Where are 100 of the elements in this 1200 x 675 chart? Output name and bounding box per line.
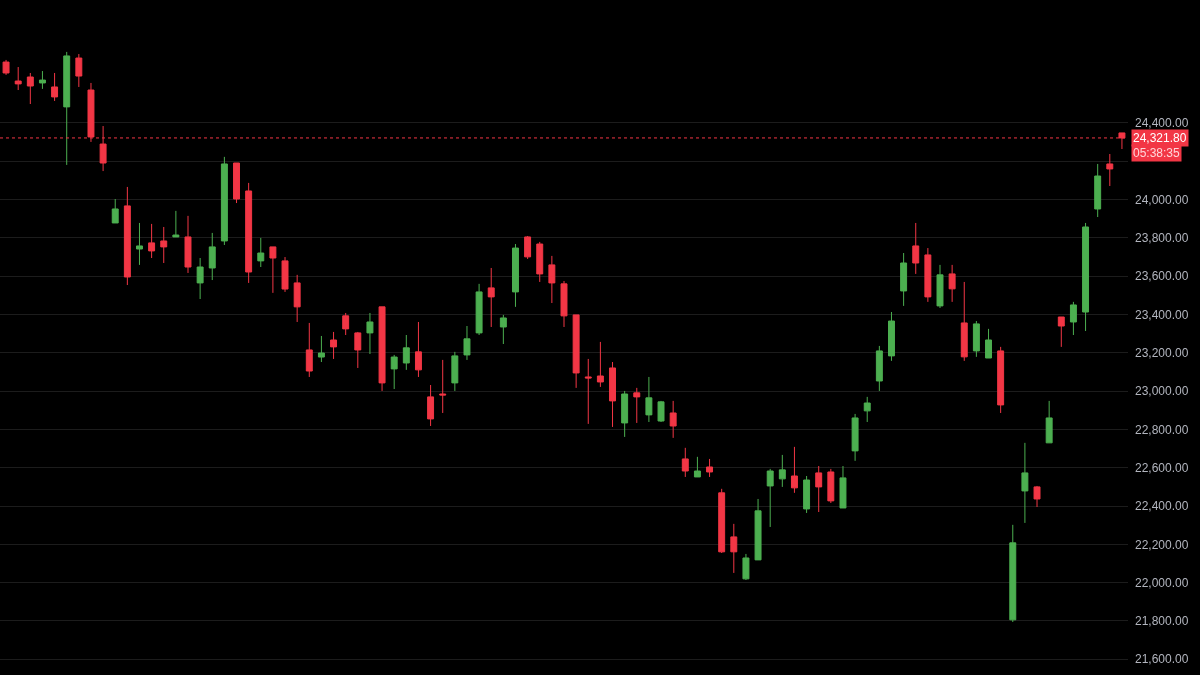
candlestick [427,384,435,427]
candlestick [63,51,71,166]
candlestick [524,235,532,260]
candlestick [972,320,980,358]
candlestick [439,359,447,414]
y-tick-label: 24,400.00 [1135,116,1189,131]
candlestick [572,314,580,389]
candlestick [718,488,726,554]
candlestick [997,346,1005,414]
candlestick [584,358,592,425]
y-tick-label: 22,200.00 [1135,537,1189,552]
candlestick [451,351,459,392]
candlestick [499,314,507,345]
candlestick [888,311,895,362]
candlestick [136,222,143,266]
candlestick [160,226,168,264]
y-tick-label: 21,600.00 [1135,652,1189,667]
candlestick [863,396,871,423]
candlestick [560,280,568,328]
candlestick [354,331,362,369]
candlestick [645,376,653,423]
candlestick [548,255,556,304]
candlestick [378,306,386,392]
candlestick [621,390,629,438]
candlestick [936,264,944,309]
candlestick [512,243,519,308]
candlestick [305,322,313,378]
candlestick [985,328,992,359]
candlestick [342,312,350,336]
candlestick [730,523,738,574]
y-tick-label: 21,800.00 [1135,614,1189,629]
candlestick [609,361,616,428]
candlestick [390,354,398,390]
candlestick [839,465,847,509]
candlestick [414,321,422,378]
candlestick [669,400,677,439]
y-tick-label: 22,800.00 [1135,422,1189,437]
candlestick [1033,485,1041,508]
candlestick [778,454,786,488]
candlestick [402,334,410,371]
candlestick [924,247,932,303]
candlestick [948,264,956,303]
y-tick-label: 24,000.00 [1135,192,1189,207]
y-tick-label: 23,400.00 [1135,307,1189,322]
candlestick [1009,524,1017,623]
candlestick [827,468,835,504]
candlestick [475,283,483,336]
candlestick [742,553,750,581]
candlestick [754,498,762,561]
y-tick-label: 23,600.00 [1135,269,1189,284]
candlestick [75,53,83,88]
candlestick [317,335,325,363]
candlestick [220,156,228,246]
candlestick [293,274,301,323]
candlestick [2,59,10,76]
y-tick-label: 22,600.00 [1135,460,1189,475]
candlestick [487,267,495,328]
y-tick-label: 23,800.00 [1135,231,1189,246]
candlestick [281,256,289,293]
candlestick [766,468,774,528]
candlestick [900,252,908,307]
candlestick [790,446,798,494]
candlestick [148,223,156,259]
candlestick [912,222,920,275]
candlestick [1106,153,1114,187]
candlestick [14,66,22,91]
candlestick [257,237,265,268]
candlestick [706,458,714,478]
candlestick [26,72,34,105]
candlestick [693,456,701,478]
candlestick [1094,163,1102,218]
candlestick [1069,301,1077,336]
candlestick [196,257,204,300]
candlestick [366,312,374,355]
candlestick [1045,400,1053,444]
candlestick [51,72,59,102]
text: 05:38:35 [1133,146,1181,160]
candlestick [851,413,859,462]
candlestick [1082,222,1090,332]
candlestick [1021,442,1029,524]
candlestick [269,246,277,294]
candlestick [233,162,240,204]
candlestick [875,345,883,392]
candlestick [208,232,216,281]
candlestick [596,341,604,388]
candlestick [123,186,131,286]
candlestick [463,325,471,361]
ref-line-label: 24,321.80 [1133,131,1187,145]
y-tick-label: 22,400.00 [1135,499,1189,514]
candlestick [330,331,338,360]
candlestick [111,198,119,224]
y-tick-label: 23,200.00 [1135,346,1189,361]
candlestick [536,241,544,283]
candlestick [657,400,665,423]
candlestick [803,475,811,514]
candlestick [245,182,253,284]
candlestick [633,387,641,424]
y-tick-label: 22,000.00 [1135,575,1189,590]
candlestick [38,70,46,90]
candlestick [184,215,192,274]
